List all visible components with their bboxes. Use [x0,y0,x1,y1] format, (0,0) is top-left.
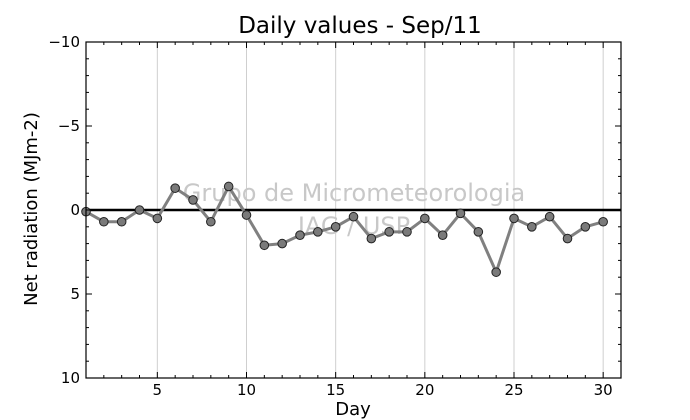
data-point-day-9 [223,181,234,192]
data-point-day-26 [527,222,537,232]
data-point-day-4 [134,205,145,215]
x-tick-label: 10 [237,381,256,399]
data-point-day-29 [580,222,591,232]
x-tick-label: 15 [326,381,345,399]
x-tick-label: 25 [504,381,523,399]
data-points [81,181,608,277]
data-point-day-8 [206,216,216,227]
data-point-day-7 [188,195,198,205]
y-tick-label: 0 [70,201,80,219]
data-point-day-24 [491,267,501,277]
chart-title: Daily values - Sep/11 [238,13,482,39]
y-tick-label: 5 [70,285,80,303]
x-tick-label: 30 [594,381,613,399]
data-point-day-18 [384,227,394,237]
axis-ticks [85,41,622,379]
x-tick-labels: 5 10 15 20 25 30 [153,381,613,399]
data-point-day-17 [366,233,377,244]
data-point-day-10 [241,210,252,220]
data-point-day-5 [152,213,163,224]
data-point-day-12 [277,238,287,249]
x-tick-label: 20 [415,381,434,399]
data-point-day-25 [509,213,519,224]
data-point-day-2 [99,216,109,227]
data-point-day-22 [455,208,466,219]
data-point-day-16 [348,211,359,222]
data-point-day-15 [330,222,341,232]
data-point-day-19 [402,227,412,237]
data-point-day-13 [295,230,305,240]
data-point-day-21 [437,230,448,240]
y-tick-label: 10 [61,369,80,387]
data-point-day-28 [562,233,573,244]
x-axis-label: Day [335,399,371,420]
y-axis-label: Net radiation (MJm-2) [21,112,42,306]
data-point-day-14 [313,227,323,237]
data-point-day-6 [170,183,180,193]
x-tick-label: 5 [153,381,163,399]
data-point-day-20 [420,213,430,224]
data-point-day-3 [116,216,127,227]
data-point-day-11 [259,240,270,251]
y-tick-label: −10 [48,33,80,51]
y-tick-label: −5 [58,117,80,135]
data-point-day-27 [544,211,555,222]
data-point-day-30 [598,216,608,227]
y-tick-labels: −10 −5 0 5 10 [48,33,80,387]
data-point-day-23 [473,227,484,237]
